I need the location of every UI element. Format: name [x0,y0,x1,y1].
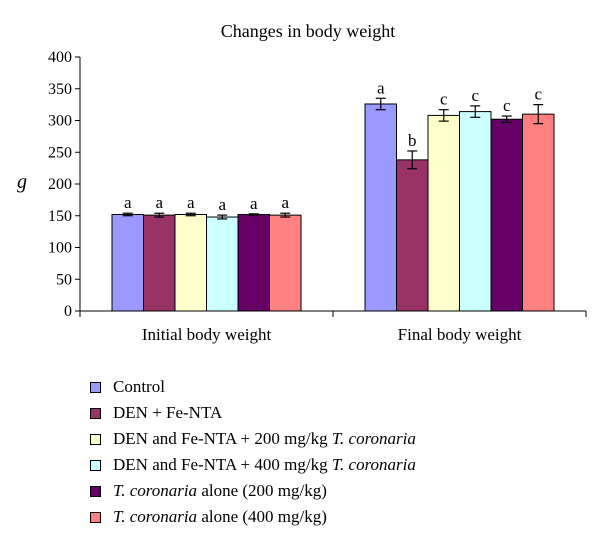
y-tick-label: 200 [48,176,72,193]
legend-item: DEN and Fe-NTA + 400 mg/kg T. coronaria [90,452,416,478]
legend-swatch [90,511,101,523]
y-axis-label: g [17,171,27,193]
bar [459,111,492,312]
legend-label: Control [113,377,165,397]
legend-label-text: DEN + Fe-NTA [113,403,223,422]
bar-chart: Changes in body weight g 0 50 100 150 200 250… [17,21,587,344]
bar [396,159,429,312]
y-tick-label: 400 [48,49,72,66]
legend-swatch [90,381,101,393]
legend-item: DEN + Fe-NTA [90,400,416,426]
data-label: a [218,195,226,214]
legend-swatch [90,407,101,419]
bar [111,213,144,312]
legend-label-text: DEN and Fe-NTA + 400 mg/kg [113,455,332,474]
legend-label-text: DEN and Fe-NTA + 200 mg/kg [113,429,332,448]
data-label: c [471,86,479,105]
chart-title: Changes in body weight [221,21,395,41]
legend-label-text: alone (400 mg/kg) [197,507,327,526]
legend-item: T. coronaria alone (400 mg/kg) [90,504,416,530]
bar [206,216,239,312]
y-tick-label: 50 [56,271,72,288]
bar [522,113,555,312]
y-tick-label: 350 [48,81,72,98]
legend-label-text: alone (200 mg/kg) [197,481,327,500]
legend-label: T. coronaria alone (200 mg/kg) [113,481,327,501]
y-tick-label: 0 [64,303,72,320]
legend: Control DEN + Fe-NTA DEN and Fe-NTA + 200 … [90,374,416,530]
x-axis: Initial body weight Final body weight [79,310,587,344]
bar [364,103,397,312]
legend-label-italic: T. coronaria [113,507,198,526]
legend-label: DEN and Fe-NTA + 400 mg/kg T. coronaria [113,455,416,475]
bar-groups: a a a a a a a b c c c c [111,78,555,312]
legend-label: DEN + Fe-NTA [113,403,222,423]
data-label: a [187,193,195,212]
legend-item: DEN and Fe-NTA + 200 mg/kg T. coronaria [90,426,416,452]
x-tick-label: Final body weight [398,325,522,344]
bar [237,213,270,312]
legend-swatch [90,485,101,497]
x-tick-label: Initial body weight [142,325,272,344]
y-tick-label: 150 [48,208,72,225]
data-label: a [250,194,258,213]
y-axis: 0 50 100 150 200 250 300 350 400 [48,49,81,320]
bar [427,114,460,312]
data-label: b [408,131,417,150]
y-tick-label: 250 [48,144,72,161]
bar [490,118,523,312]
y-tick-label: 100 [48,240,72,257]
data-label: a [124,193,132,212]
legend-label-italic: T. coronaria [331,455,416,474]
legend-label-text: Control [113,377,165,396]
bar [174,213,207,312]
data-label: c [534,85,542,104]
legend-label: DEN and Fe-NTA + 200 mg/kg T. coronaria [113,429,416,449]
y-tick-label: 300 [48,113,72,130]
legend-label: T. coronaria alone (400 mg/kg) [113,507,327,527]
data-label: a [377,78,385,97]
legend-item: Control [90,374,416,400]
legend-label-italic: T. coronaria [113,481,198,500]
legend-swatch [90,433,101,445]
data-label: c [503,96,511,115]
legend-label-italic: T. coronaria [331,429,416,448]
bar [143,214,176,312]
data-label: a [155,193,163,212]
legend-item: T. coronaria alone (200 mg/kg) [90,478,416,504]
bar [269,214,302,312]
data-label: c [440,90,448,109]
legend-swatch [90,459,101,471]
data-label: a [281,193,289,212]
